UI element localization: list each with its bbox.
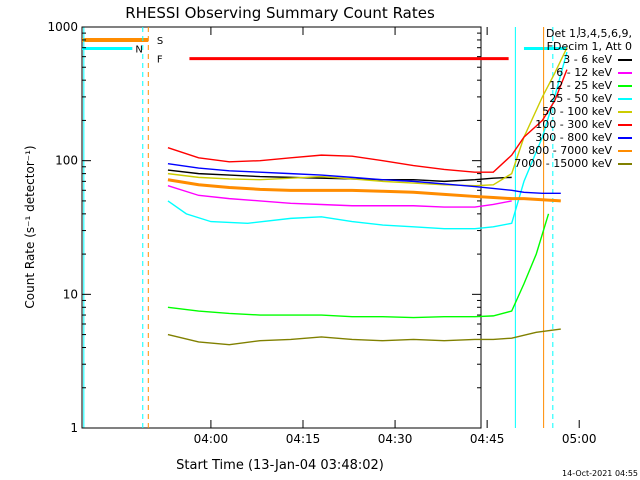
series-line [167, 213, 550, 319]
y-tick-label: 100 [55, 154, 78, 168]
legend-entry: FDecim 1, Att 0 [547, 40, 632, 53]
chart-title: RHESSI Observing Summary Count Rates [125, 4, 435, 22]
legend-entry: 800 - 7000 keV [528, 144, 632, 157]
legend-label: 100 - 300 keV [535, 118, 612, 131]
legend-label: 3 - 6 keV [563, 53, 612, 66]
legend-label: 800 - 7000 keV [528, 144, 612, 157]
legend-swatch [618, 162, 632, 165]
legend-label: 7000 - 15000 keV [514, 157, 612, 170]
x-tick-label: 04:15 [286, 432, 321, 446]
y-tick-label: 1 [70, 421, 78, 435]
legend-entry: 7000 - 15000 keV [514, 157, 632, 170]
legend-entry: 6 - 12 keV [556, 66, 632, 79]
x-tick-label: 04:00 [194, 432, 229, 446]
legend-swatch [618, 97, 632, 100]
night-label: N [135, 45, 142, 56]
flare-label: F [157, 55, 163, 66]
legend-swatch [618, 84, 632, 87]
x-axis-label: Start Time (13-Jan-04 03:48:02) [176, 458, 384, 473]
legend-entry: 100 - 300 keV [535, 118, 632, 131]
legend-label: 6 - 12 keV [556, 66, 612, 79]
legend-label: Det 1,3,4,5,6,9, [545, 27, 632, 40]
y-tick-label: 1000 [47, 20, 78, 34]
legend-entry: 3 - 6 keV [563, 53, 632, 66]
legend-label: 25 - 50 keV [549, 92, 612, 105]
y-tick-label: 10 [63, 287, 78, 301]
legend-swatch [618, 110, 632, 113]
series-line [167, 47, 568, 187]
legend-entry: 300 - 800 keV [535, 131, 632, 144]
legend-label: 300 - 800 keV [535, 131, 612, 144]
legend-swatch [618, 136, 632, 139]
legend-entry: 12 - 25 keV [549, 79, 632, 92]
x-tick-label: 04:45 [470, 432, 505, 446]
y-axis-label: Count Rate (s⁻¹ detector⁻¹) [23, 145, 37, 308]
series-line [167, 178, 561, 203]
legend-label: FDecim 1, Att 0 [546, 40, 632, 53]
series-line [167, 51, 568, 230]
x-tick-label: 05:00 [562, 432, 597, 446]
legend-label: 50 - 100 keV [542, 105, 612, 118]
legend-swatch [618, 149, 632, 152]
series-line [167, 328, 561, 346]
legend-entry: 25 - 50 keV [549, 92, 632, 105]
series-line [167, 185, 512, 208]
series-line [167, 69, 568, 173]
series-line [167, 162, 561, 194]
legend-swatch [618, 123, 632, 126]
legend-entry: 50 - 100 keV [542, 105, 632, 118]
saa-label: S [157, 36, 163, 47]
legend-entry: Det 1,3,4,5,6,9, [546, 27, 632, 40]
footer-timestamp: 14-Oct-2021 04:55 [562, 469, 638, 478]
x-tick-label: 04:30 [378, 432, 413, 446]
legend-swatch [618, 58, 632, 61]
legend-label: 12 - 25 keV [549, 79, 612, 92]
legend-swatch [618, 71, 632, 74]
